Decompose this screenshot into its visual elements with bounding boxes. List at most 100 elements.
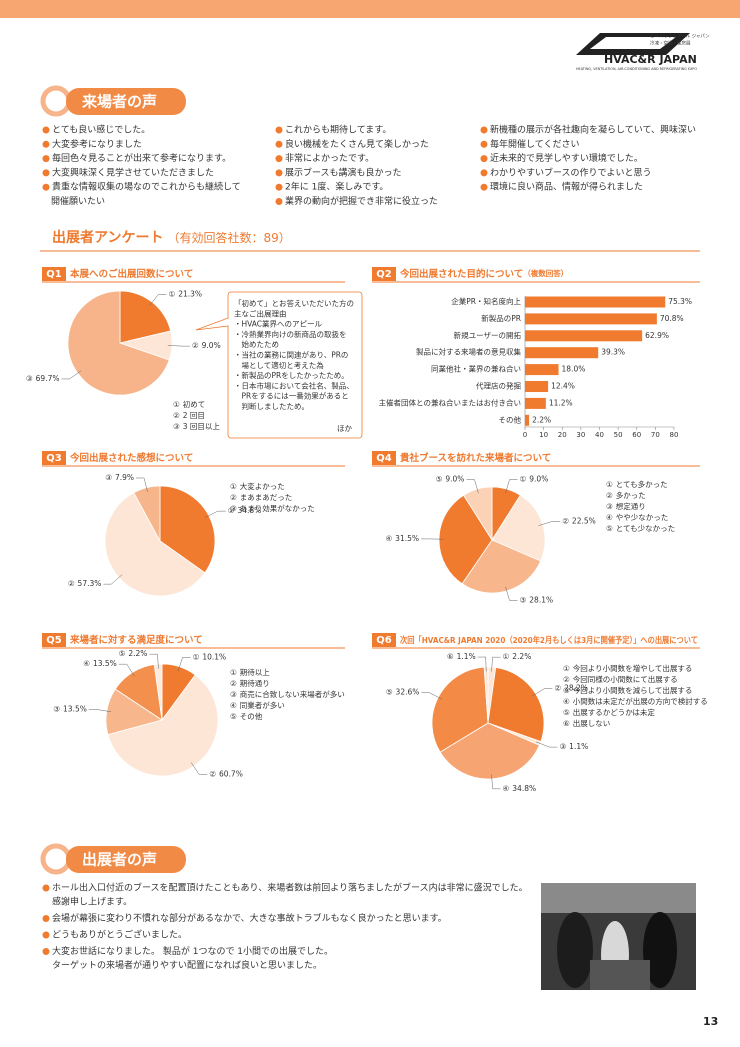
comment: 2年に 1度、楽しみです。 [285,181,388,193]
q-title-text: 今回出展された感想について [69,452,193,464]
slice-label: ③ 7.9% [105,473,134,482]
slice-value: 13.5% [63,704,87,713]
bullet [480,126,488,134]
bullet [480,155,488,163]
legend-entry: ① 初めて [173,399,205,409]
x-tick-label: 40 [595,431,604,439]
slice-value: 1.1% [457,652,476,661]
bar [525,296,666,308]
logo-jp: 冷凍・空調・暖房展 [650,40,691,47]
note-footer: ほか [337,424,352,433]
leader-line [190,762,208,775]
slice-marker: ⑤ [436,474,443,483]
q-title: 今回出展された目的について（複数回答） [399,268,568,280]
legend-label: 今回より小間数を増やして出展する [573,663,693,673]
slice-label: ② 28.2% [554,684,588,693]
legend-entry: ① 大変よかった [230,481,285,491]
value-label: 12.4% [551,382,575,391]
category-label: 企業PR・知名度向上 [451,296,521,306]
comment: 環境に良い商品、情報が得られました [490,181,643,193]
value-label: 11.2% [549,398,573,407]
slice-value: 9.0% [529,474,548,483]
legend-entry: ① 今回より小間数を増やして出展する [563,663,692,673]
note-line: PRをするには一番効果があると [234,391,349,401]
photo-figure [557,912,593,988]
category-label: 製品に対する来場者の意見収集 [416,347,521,357]
bullet [42,884,50,892]
section-title: 来場者の声 [81,93,157,111]
legend-entry: ④ 同業者が多い [230,700,285,710]
legend-label: 出展しない [573,718,611,728]
leader-line [491,656,501,672]
legend-marker: ① [563,664,570,673]
bar [525,330,643,342]
legend-marker: ② [606,491,613,500]
slice-marker: ② [562,516,569,525]
photo-area [590,960,650,990]
slice-marker: ① [193,652,200,661]
slice-label: ② 60.7% [209,769,243,778]
legend-label: 期待以上 [240,667,270,677]
bullet [275,169,283,177]
legend-entry: ⑤ その他 [230,711,263,721]
bullet [42,140,50,148]
legend-marker: ③ [230,690,237,699]
slice-label: ② 9.0% [192,341,221,350]
leader-line [491,774,501,790]
logo-mark [590,37,676,49]
note-line: ・当社の業務に関連があり、PRの [234,350,348,360]
survey-title: 出展者アンケート （有効回答社数：89） [52,229,291,246]
legend-entry: ④ 小間数は未定だが出展の方向で検討する [563,696,708,706]
comment: 業界の動向が把握でき非常に役立った [285,195,438,207]
legend-marker: ② [230,493,237,502]
category-label: 主催者団体との兼ね合いまたはお付き合い [379,397,521,407]
bar [525,397,546,409]
logo-text: HVAC&R JAPAN [604,53,697,66]
bullet [275,155,283,163]
note-line: 「初めて」とお答えいただいた方の [234,298,354,308]
category-label: 新製品のPR [481,313,521,323]
legend-entry: ⑥ 出展しない [563,718,610,728]
top-band [0,0,740,18]
legend-marker: ① [230,482,237,491]
q-title: 来場者に対する満足度について [69,634,203,646]
legend-entry: ① 期待以上 [230,667,270,677]
slice-label: ③ 1.1% [559,742,588,751]
slice-label: ③ 69.7% [26,374,60,383]
q-title-text: 今回出展された目的について [399,268,523,280]
slice-marker: ① [168,289,175,298]
leader-line [118,663,135,677]
slice-label: ⑤ 32.6% [386,688,420,697]
slice-marker: ⑤ [386,688,393,697]
legend-marker: ① [173,400,180,409]
leader-line [505,586,518,601]
q-title: 貴社ブースを訪れた来場者について [400,452,551,464]
legend-label: 初めて [183,399,206,409]
photo [541,883,696,990]
legend-marker: ② [230,679,237,688]
bullet [480,169,488,177]
leader-line [531,688,553,697]
comment: 毎回色々見ることが出来て参考になります。 [52,152,231,164]
logo-en: HEATING, VENTILATION, AIR-CONDITIONING A… [576,67,697,71]
q-label: Q4 [376,453,392,464]
comment: 近未来的で見学しやすい環境でした。 [490,152,643,164]
note-line: 始めたため [234,339,279,349]
section-pill [66,846,186,873]
slice-marker: ① [228,506,235,515]
slice-value: 28.2% [564,684,588,693]
x-tick-label: 30 [576,431,585,439]
q-label: Q5 [46,635,62,646]
legend-label: あまり効果がなかった [240,503,315,513]
slice-value: 31.5% [395,534,419,543]
slice-label: ④ 13.5% [83,659,117,668]
bullet [42,948,50,955]
legend-marker: ④ [563,697,570,706]
legend-entry: ② まあまあだった [230,493,292,502]
slice-value: 22.5% [572,516,596,525]
legend-marker: ③ [606,502,613,511]
comment: どうもありがとうございました。 [52,929,187,941]
page-number: 13 [703,1015,718,1028]
q-title-text: 次回「HVAC&R JAPAN 2020（2020年2月もしくは3月に開催予定）… [400,635,698,645]
